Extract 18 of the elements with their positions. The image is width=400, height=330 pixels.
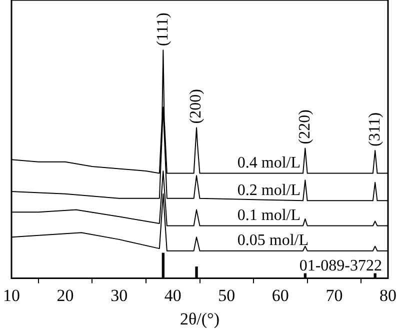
series-label: 0.2 mol/L [237,182,301,199]
x-tick-label: 50 [218,286,236,305]
annotation: (220) [296,110,314,144]
x-tick-label: 10 [3,286,20,305]
x-tick-label: 70 [326,286,343,305]
x-tick-label: 30 [110,286,128,305]
x-axis-title: 2θ/(°) [180,309,220,328]
x-tick-label: 40 [164,286,182,305]
series-label: 0.4 mol/L [237,154,301,172]
series-label: 0.05 mol/L [237,232,309,250]
annotation: (200) [188,89,205,124]
x-tick-label: 20 [56,286,74,305]
x-tick-label: 60 [272,286,289,305]
series-label: 01-089-3722 [299,257,382,274]
x-tick-label: 80 [380,286,396,305]
annotation: (311) [366,112,384,146]
series-label: 0.1 mol/L [237,206,301,224]
annotation: (111) [154,12,172,46]
